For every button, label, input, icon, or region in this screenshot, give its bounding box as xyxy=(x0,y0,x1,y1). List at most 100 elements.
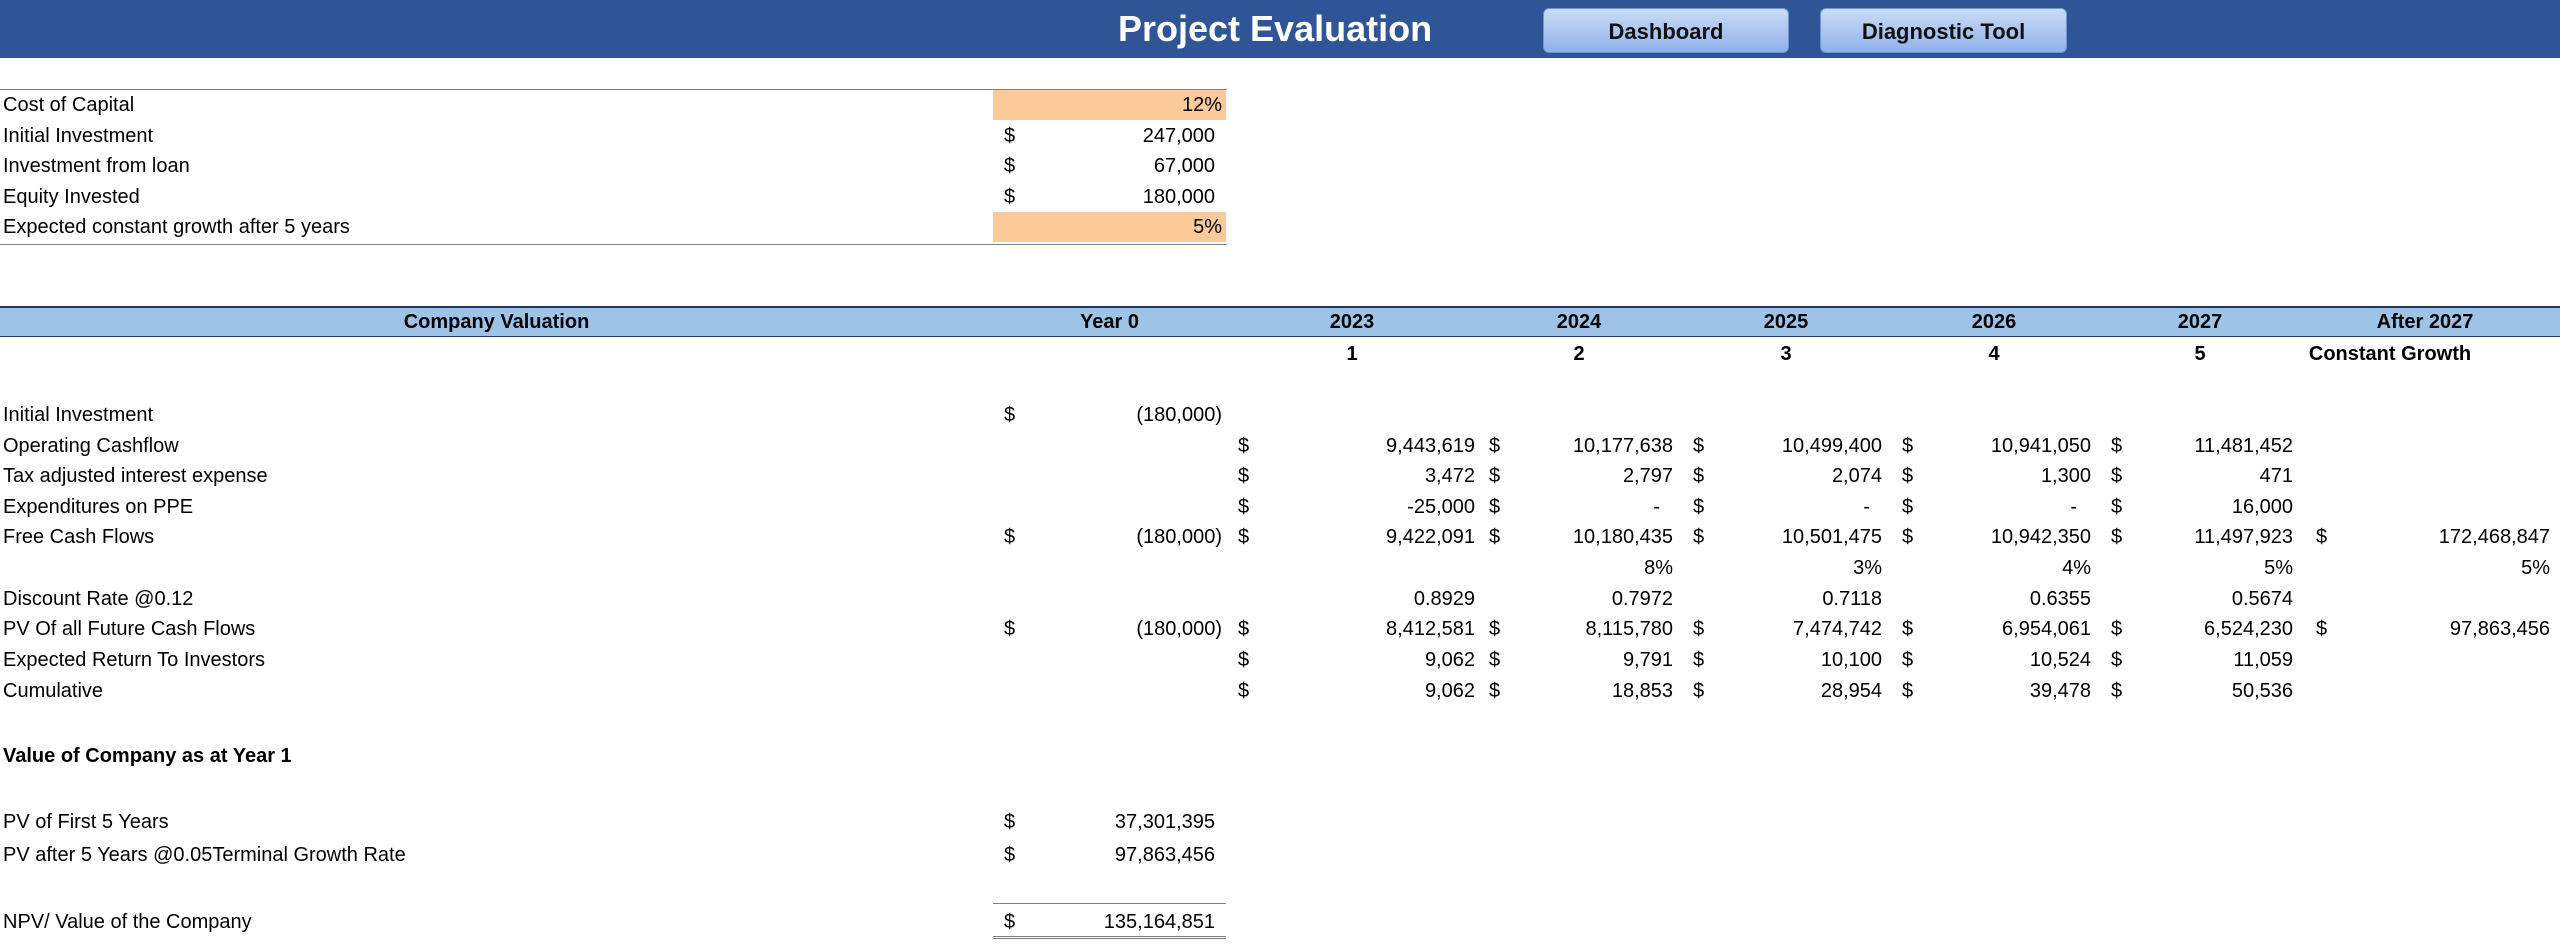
summary-heading: Value of Company as at Year 1 xyxy=(3,745,292,767)
currency-symbol: $ xyxy=(1004,155,1016,177)
discount-factor[interactable]: 0.7972 xyxy=(1611,588,1673,610)
cell-value[interactable]: -25,000 xyxy=(1407,496,1475,518)
cell-value[interactable]: 10,100 xyxy=(1820,649,1882,671)
row-label: Free Cash Flows xyxy=(3,526,155,548)
period-number: 3 xyxy=(1780,343,1792,365)
cell-value[interactable]: 9,422,091 xyxy=(1386,526,1475,548)
cell-value[interactable]: 10,524 xyxy=(2029,649,2091,671)
currency-symbol: $ xyxy=(1004,125,1016,147)
cell-value[interactable]: 10,499,400 xyxy=(1781,435,1882,457)
cell-value[interactable]: 10,180,435 xyxy=(1572,526,1673,548)
currency-symbol: $ xyxy=(1238,465,1250,487)
cell-value[interactable]: 8,412,581 xyxy=(1386,618,1475,640)
cell-value[interactable]: - xyxy=(2070,496,2077,518)
assumption-label: Cost of Capital xyxy=(3,94,135,116)
currency-symbol: $ xyxy=(2111,526,2123,548)
header-banner xyxy=(0,0,2560,58)
growth-percent[interactable]: 4% xyxy=(2062,557,2091,579)
growth-percent[interactable]: 5% xyxy=(2521,557,2550,579)
cell-value[interactable]: 6,524,230 xyxy=(2204,618,2293,640)
currency-symbol: $ xyxy=(2111,680,2123,702)
cell-value[interactable]: 11,059 xyxy=(2233,649,2293,671)
cell-value[interactable]: 10,501,475 xyxy=(1781,526,1882,548)
period-number: 5 xyxy=(2194,343,2206,365)
growth-percent[interactable]: 5% xyxy=(2264,557,2293,579)
constant-growth-label: Constant Growth xyxy=(2308,343,2472,365)
column-header: 2027 xyxy=(2177,311,2223,333)
cell-value[interactable]: 16,000 xyxy=(2231,496,2293,518)
diagnostic-tool-button[interactable]: Diagnostic Tool xyxy=(1820,8,2067,53)
row-label: PV of First 5 Years xyxy=(3,811,169,833)
constant-growth-value[interactable]: 5% xyxy=(1193,216,1222,238)
growth-percent[interactable]: 3% xyxy=(1853,557,1882,579)
currency-symbol: $ xyxy=(2111,496,2123,518)
currency-symbol: $ xyxy=(1693,649,1705,671)
discount-factor[interactable]: 0.6355 xyxy=(2029,588,2091,610)
currency-symbol: $ xyxy=(1238,526,1250,548)
cell-value[interactable]: 6,954,061 xyxy=(2002,618,2091,640)
cell-value[interactable]: 471 xyxy=(2259,465,2293,487)
cell-value[interactable]: 9,062 xyxy=(1424,649,1475,671)
cell-value[interactable]: 10,942,350 xyxy=(1990,526,2091,548)
currency-symbol: $ xyxy=(1004,404,1016,426)
cell-value[interactable]: 28,954 xyxy=(1820,680,1882,702)
total-border xyxy=(993,903,1226,904)
currency-symbol: $ xyxy=(1489,435,1501,457)
cell-value[interactable]: 10,941,050 xyxy=(1990,435,2091,457)
cell-value[interactable]: 11,497,923 xyxy=(2194,526,2293,548)
currency-symbol: $ xyxy=(2111,465,2123,487)
currency-symbol: $ xyxy=(1489,618,1501,640)
currency-symbol: $ xyxy=(1902,649,1914,671)
currency-symbol: $ xyxy=(1693,435,1705,457)
cell-value[interactable]: 2,074 xyxy=(1831,465,1882,487)
cell-value[interactable]: 50,536 xyxy=(2231,680,2293,702)
column-header: 2026 xyxy=(1971,311,2017,333)
loan-investment-value[interactable]: 67,000 xyxy=(1153,155,1215,177)
cell-value[interactable]: 9,791 xyxy=(1622,649,1673,671)
cell-value[interactable]: 10,177,638 xyxy=(1572,435,1673,457)
cell-value[interactable]: 11,481,452 xyxy=(2194,435,2293,457)
currency-symbol: $ xyxy=(1693,618,1705,640)
currency-symbol: $ xyxy=(1693,680,1705,702)
cell-value[interactable]: - xyxy=(1653,496,1660,518)
currency-symbol: $ xyxy=(1489,680,1501,702)
cell-value[interactable]: - xyxy=(1863,496,1870,518)
equity-invested-value[interactable]: 180,000 xyxy=(1142,186,1215,208)
assumption-label: Equity Invested xyxy=(3,186,140,208)
discount-factor[interactable]: 0.7118 xyxy=(1822,588,1882,610)
cell-value[interactable]: 7,474,742 xyxy=(1793,618,1882,640)
cell-value[interactable]: 39,478 xyxy=(2029,680,2091,702)
currency-symbol: $ xyxy=(2316,526,2328,548)
cell-value[interactable]: 1,300 xyxy=(2040,465,2091,487)
period-number: 1 xyxy=(1346,343,1358,365)
currency-symbol: $ xyxy=(1489,649,1501,671)
cell-value[interactable]: 97,863,456 xyxy=(2449,618,2550,640)
valuation-header-bar xyxy=(0,306,2560,337)
dashboard-button[interactable]: Dashboard xyxy=(1543,8,1789,53)
pv-first-five-years-value[interactable]: 37,301,395 xyxy=(1114,811,1215,833)
cell-value[interactable]: 8,115,780 xyxy=(1585,618,1674,640)
row-label: PV Of all Future Cash Flows xyxy=(3,618,256,640)
discount-factor[interactable]: 0.8929 xyxy=(1413,588,1475,610)
cell-value[interactable]: 18,853 xyxy=(1611,680,1673,702)
cell-value[interactable]: 9,062 xyxy=(1424,680,1475,702)
valuation-title: Company Valuation xyxy=(403,311,590,333)
input-cell-highlight xyxy=(993,212,1226,242)
page-title: Project Evaluation xyxy=(1118,8,1433,49)
cell-value[interactable]: 3,472 xyxy=(1424,465,1475,487)
npv-value[interactable]: 135,164,851 xyxy=(1103,911,1215,933)
cell-value[interactable]: 172,468,847 xyxy=(2438,526,2550,548)
currency-symbol: $ xyxy=(1902,435,1914,457)
cost-of-capital-value[interactable]: 12% xyxy=(1181,94,1222,116)
cell-value[interactable]: 2,797 xyxy=(1622,465,1673,487)
year0-value[interactable]: (180,000) xyxy=(1136,404,1222,426)
year0-value[interactable]: (180,000) xyxy=(1136,618,1222,640)
pv-after-five-years-value[interactable]: 97,863,456 xyxy=(1114,844,1215,866)
growth-percent[interactable]: 8% xyxy=(1644,557,1673,579)
year0-value[interactable]: (180,000) xyxy=(1136,526,1222,548)
initial-investment-value[interactable]: 247,000 xyxy=(1142,125,1215,147)
currency-symbol: $ xyxy=(1489,496,1501,518)
discount-factor[interactable]: 0.5674 xyxy=(2231,588,2293,610)
currency-symbol: $ xyxy=(1004,526,1016,548)
cell-value[interactable]: 9,443,619 xyxy=(1386,435,1475,457)
